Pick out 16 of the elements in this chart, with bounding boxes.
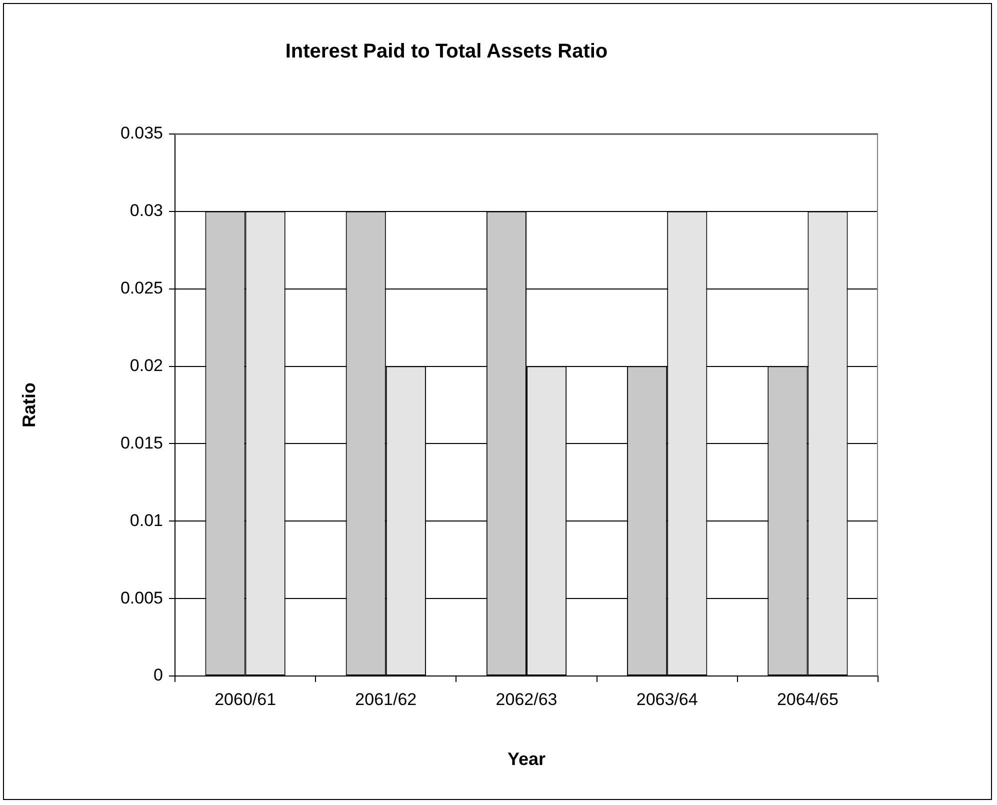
- x-tick-label: 2062/63: [496, 690, 558, 709]
- y-tick-label: 0.01: [130, 510, 163, 530]
- y-tick-label: 0.015: [120, 433, 163, 452]
- y-tick-label: 0.005: [120, 588, 163, 608]
- x-tick-label: 2061/62: [355, 690, 417, 709]
- x-axis-title: Year: [507, 749, 546, 770]
- y-tick-label: 0.02: [130, 356, 163, 375]
- y-tick-label: 0.03: [130, 201, 163, 220]
- y-tick-label: 0.035: [120, 124, 163, 143]
- y-tick-label: 0: [154, 666, 163, 685]
- chart-title: Interest Paid to Total Assets Ratio: [285, 40, 608, 63]
- y-axis-title: Ratio: [18, 382, 39, 428]
- x-tick-label: 2063/64: [636, 690, 698, 709]
- x-tick-label: 2064/65: [776, 690, 838, 709]
- y-tick-label: 0.025: [120, 278, 163, 298]
- x-tick-label: 2060/61: [214, 690, 276, 709]
